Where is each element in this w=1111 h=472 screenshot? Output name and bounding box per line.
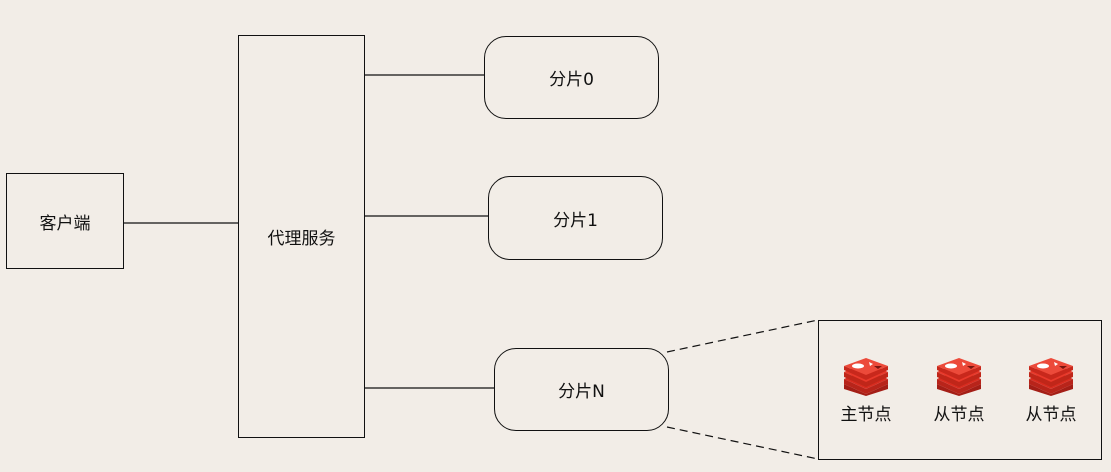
client-box: 客户端 xyxy=(6,173,124,269)
redis-icon xyxy=(1029,358,1073,396)
shard-n-box: 分片N xyxy=(494,348,669,431)
slave-node-2-label: 从节点 xyxy=(1025,405,1077,425)
shard-1-box: 分片1 xyxy=(488,176,663,260)
shard-0-box: 分片0 xyxy=(484,36,659,119)
shard-1-label: 分片1 xyxy=(553,210,598,231)
shard-0-label: 分片0 xyxy=(549,70,594,90)
zoom-line-top xyxy=(666,319,819,353)
redis-icon xyxy=(937,358,981,396)
master-node-label: 主节点 xyxy=(840,405,892,425)
proxy-box: 代理服务 xyxy=(238,35,365,438)
redis-icon xyxy=(844,358,888,396)
shard-n-label: 分片N xyxy=(558,382,605,402)
slave-node-1: 从节点 xyxy=(924,358,994,425)
zoom-line-bottom xyxy=(666,426,819,460)
proxy-label: 代理服务 xyxy=(267,229,336,249)
slave-node-1-label: 从节点 xyxy=(933,405,985,425)
client-label: 客户端 xyxy=(39,213,91,234)
slave-node-2: 从节点 xyxy=(1016,358,1086,425)
master-node: 主节点 xyxy=(831,358,901,425)
